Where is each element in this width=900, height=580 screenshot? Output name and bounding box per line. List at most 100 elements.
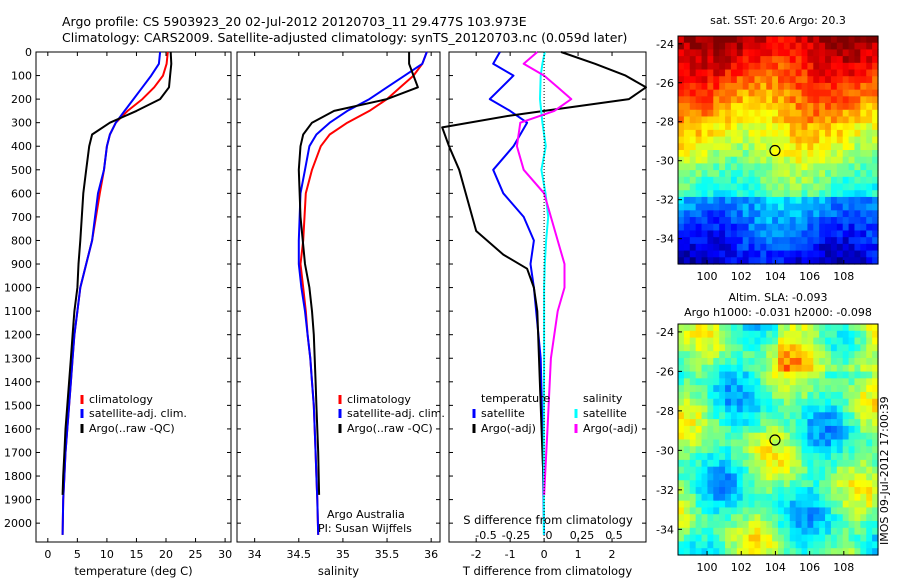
map-cell (748, 351, 756, 359)
map-cell (754, 521, 761, 529)
map-cell (742, 223, 750, 232)
map-cell (748, 344, 756, 352)
map-cell (701, 96, 709, 104)
map-cell (766, 250, 773, 258)
legend-label: satellite-adj. clim. (89, 407, 187, 420)
map-cell (778, 183, 785, 191)
map-cell (725, 109, 732, 118)
map-cell (678, 183, 685, 191)
map-cell (872, 324, 879, 332)
map-cell (772, 500, 779, 509)
map-cell (778, 76, 785, 84)
map-cell (736, 123, 744, 131)
map-cell (789, 391, 797, 400)
map-cell (807, 507, 814, 515)
map-cell (848, 89, 856, 97)
map-cell (748, 237, 756, 245)
map-cell (736, 439, 744, 447)
map-cell (848, 123, 856, 131)
map-cell (719, 521, 726, 529)
map-cell (819, 103, 826, 111)
map-cell (725, 324, 732, 332)
map-cell (830, 324, 838, 332)
map-cell (766, 237, 773, 245)
map-cell (772, 385, 779, 393)
map-cell (707, 62, 714, 71)
map-cell (778, 364, 785, 373)
map-cell (678, 351, 685, 359)
map-cell (683, 217, 691, 225)
map-cell (689, 439, 697, 447)
map-cell (795, 156, 803, 165)
map-cell (783, 217, 791, 225)
map-cell (701, 257, 709, 265)
map-cell (807, 534, 814, 543)
map-cell (860, 480, 867, 488)
map-cell (836, 196, 844, 205)
map-cell (813, 405, 820, 413)
map-cell (713, 203, 720, 211)
map-cell (789, 446, 797, 454)
map-cell (772, 487, 779, 495)
salinity-panel: 34 34.5 35 35.5 36salinityclimatologysatelli… (236, 51, 445, 578)
map-cell (830, 183, 838, 191)
map-cell (766, 150, 773, 158)
map-cell (725, 391, 732, 400)
map-cell (860, 534, 867, 543)
map-cell (725, 473, 732, 481)
map-cell (801, 391, 809, 400)
map-cell (866, 170, 873, 178)
map-cell (689, 257, 697, 265)
map-cell (766, 446, 773, 454)
map-cell (783, 324, 791, 332)
x-tick-label: 2 (609, 548, 616, 561)
map-cell (872, 364, 879, 373)
map-cell (772, 42, 779, 51)
map-cell (866, 493, 873, 502)
map-cell (813, 500, 820, 509)
map-cell (848, 439, 856, 447)
map-cell (801, 541, 809, 549)
map-cell (736, 237, 744, 245)
map-cell (713, 337, 720, 345)
map-cell (766, 439, 773, 447)
map-cell (807, 203, 814, 211)
map-cell (713, 507, 720, 515)
map-cell (772, 419, 779, 427)
map-cell (854, 89, 861, 97)
map-cell (725, 203, 732, 211)
map-cell (842, 257, 850, 265)
map-cell (789, 243, 797, 252)
map-cell (760, 170, 767, 178)
map-cell (760, 183, 767, 191)
map-cell (842, 453, 850, 461)
map-cell (725, 541, 732, 549)
map-cell (830, 176, 838, 185)
map-cell (772, 82, 779, 91)
map-cell (836, 250, 844, 258)
map-cell (819, 391, 826, 400)
map-cell (742, 250, 750, 258)
map-cell (689, 364, 697, 373)
map-cell (848, 337, 856, 345)
map-cell (719, 432, 726, 441)
map-cell (695, 446, 703, 454)
map-cell (819, 432, 826, 441)
map-cell (760, 453, 767, 461)
map-cell (736, 514, 744, 522)
map-cell (701, 123, 709, 131)
map-cell (683, 398, 691, 407)
map-cell (795, 385, 803, 393)
map-cell (795, 230, 803, 238)
map-cell (748, 480, 756, 488)
map-cell (778, 337, 785, 345)
map-cell (848, 230, 856, 238)
map-cell (795, 419, 803, 427)
map-cell (725, 170, 732, 178)
sst-map-title: sat. SST: 20.6 Argo: 20.3 (710, 14, 846, 27)
map-cell (860, 143, 867, 151)
map-cell (683, 170, 691, 178)
map-cell (819, 96, 826, 104)
map-cell (713, 230, 720, 238)
map-cell (801, 412, 809, 420)
